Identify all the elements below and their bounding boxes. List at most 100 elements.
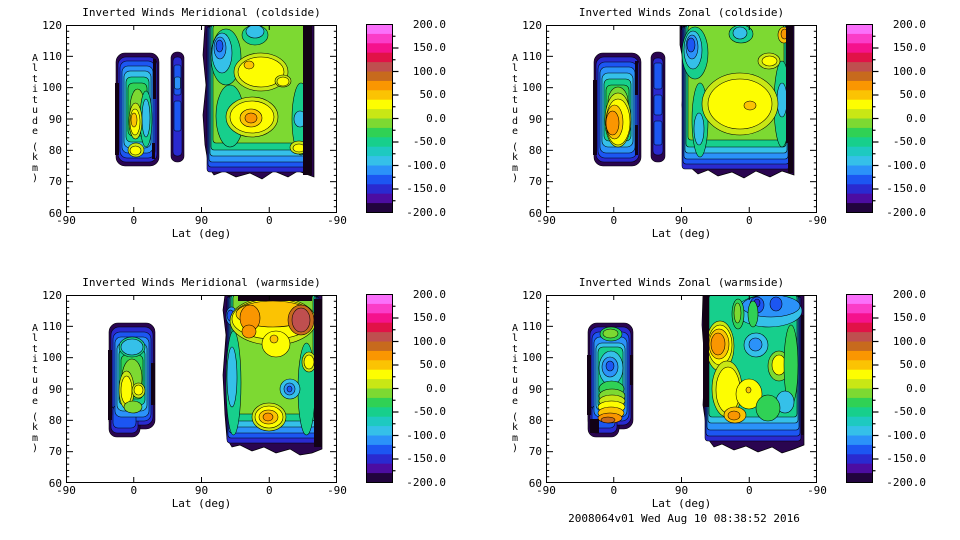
y-tick-label: 60	[528, 206, 542, 220]
y-axis-label-char: u	[31, 105, 39, 116]
y-tick-label: 120	[522, 288, 542, 302]
y-axis-label-char: d	[511, 385, 519, 397]
colorbar-tick-label: -200.0	[886, 205, 926, 219]
y-tick-label: 70	[528, 175, 542, 189]
x-tick-label: 0	[745, 484, 753, 497]
colorbar-tick-label: 0.0	[426, 111, 446, 125]
x-tick-label: 0	[265, 484, 273, 497]
x-tick-label: -90	[536, 214, 556, 227]
x-tick-label: -90	[536, 484, 556, 497]
colorbar-tick-label: 100.0	[892, 64, 926, 78]
y-tick-label: 60	[48, 206, 62, 220]
y-axis-label-char: l	[511, 333, 519, 344]
x-tick-label: -90	[807, 214, 827, 227]
colorbar-tick-label: -200.0	[886, 475, 926, 489]
y-axis-label-char: k	[511, 422, 519, 433]
y-axis-label-char: t	[31, 364, 39, 376]
x-tick-label: 0	[745, 214, 753, 227]
y-axis-label-char: m	[31, 432, 39, 444]
y-axis-label-char: m	[31, 162, 39, 174]
colorbar-tick-label: 50.0	[899, 358, 927, 371]
y-axis-label-char: t	[31, 73, 39, 85]
y-tick-label: 90	[48, 112, 62, 126]
colorbar-tick-label: 200.0	[892, 17, 926, 31]
colorbar	[846, 294, 879, 483]
panel-title: Inverted Winds Meridional (warmside)	[82, 276, 321, 289]
colorbar-tick-label: 50.0	[419, 88, 447, 101]
colorbar-tick-label: -100.0	[886, 428, 926, 442]
colorbar	[366, 24, 399, 213]
y-axis-label-char: d	[511, 115, 519, 127]
y-axis-label-char: k	[31, 422, 39, 433]
y-axis-label-char: u	[511, 105, 519, 116]
colorbar-tick-label: 0.0	[906, 381, 926, 395]
colorbar-tick-label: -100.0	[406, 428, 446, 442]
colorbar-tick-label: 0.0	[906, 111, 926, 125]
y-axis-label-char: t	[511, 343, 519, 355]
colorbar-tick-label: 200.0	[412, 17, 446, 31]
colorbar-tick-label: 100.0	[892, 334, 926, 348]
x-tick-label: 90	[194, 214, 209, 227]
y-axis-label-char: (	[511, 411, 519, 423]
y-axis-label-char: l	[31, 63, 39, 74]
colorbar-tick-label: -150.0	[886, 182, 926, 195]
y-tick-label: 100	[42, 351, 62, 365]
panel-title: Inverted Winds Zonal (warmside)	[578, 276, 785, 289]
colorbar-tick-label: -50.0	[412, 405, 446, 418]
y-tick-label: 90	[528, 382, 542, 396]
colorbar-tick-label: 200.0	[892, 287, 926, 301]
y-axis-label-char: e	[511, 126, 519, 137]
x-tick-label: 90	[674, 484, 689, 497]
y-tick-label: 80	[528, 413, 542, 427]
y-axis-label-char: e	[31, 396, 39, 407]
plot-timestamp: 2008064v01 Wed Aug 10 08:38:52 2016	[568, 512, 800, 525]
y-tick-label: 80	[48, 143, 62, 157]
y-axis-label-char: u	[511, 375, 519, 386]
y-axis-label-char: )	[511, 173, 519, 184]
y-axis-label-char: t	[511, 364, 519, 376]
y-tick-label: 70	[48, 445, 62, 459]
y-axis-label-char: A	[31, 322, 39, 334]
colorbar-tick-label: 50.0	[419, 358, 447, 371]
colorbar-tick-label: 150.0	[412, 41, 446, 54]
panel-title: Inverted Winds Meridional (coldside)	[82, 6, 321, 19]
x-tick-label: 0	[610, 214, 618, 227]
y-tick-label: 60	[528, 476, 542, 490]
x-tick-label: 0	[265, 214, 273, 227]
colorbar	[366, 294, 399, 483]
y-axis-label-char: i	[31, 84, 39, 95]
y-axis-label-char: m	[511, 162, 519, 174]
x-tick-label: 0	[610, 484, 618, 497]
y-tick-label: 80	[48, 413, 62, 427]
panel-title: Inverted Winds Zonal (coldside)	[578, 6, 785, 19]
x-tick-label: 90	[194, 484, 209, 497]
y-tick-label: 120	[522, 18, 542, 32]
y-axis-label-char: t	[31, 343, 39, 355]
x-tick-label: -90	[327, 214, 347, 227]
y-axis-label-char: k	[511, 152, 519, 163]
y-tick-label: 100	[522, 351, 542, 365]
x-tick-label: 0	[130, 214, 138, 227]
colorbar	[846, 24, 879, 213]
contour-plot	[546, 295, 817, 483]
x-axis-label: Lat (deg)	[651, 497, 712, 510]
y-axis-label-char: m	[511, 432, 519, 444]
colorbar-tick-label: 50.0	[899, 88, 927, 101]
y-tick-label: 70	[528, 445, 542, 459]
y-tick-label: 110	[42, 319, 62, 333]
x-tick-label: -90	[56, 484, 76, 497]
y-axis-label-char: A	[31, 52, 39, 64]
y-axis-label-char: i	[31, 354, 39, 365]
colorbar-tick-label: -100.0	[406, 158, 446, 172]
contour-plot	[546, 25, 817, 213]
y-tick-label: 80	[528, 143, 542, 157]
x-tick-label: 0	[130, 484, 138, 497]
colorbar-tick-label: 150.0	[892, 311, 926, 324]
x-axis-label: Lat (deg)	[171, 497, 232, 510]
